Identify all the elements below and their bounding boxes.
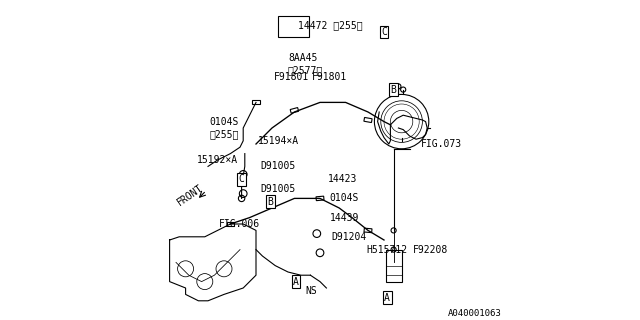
Text: B: B: [268, 196, 273, 207]
Text: D91005: D91005: [261, 161, 296, 172]
Text: 14423: 14423: [328, 174, 357, 184]
Text: 8AA45
〈2577〉: 8AA45 〈2577〉: [288, 53, 323, 75]
Bar: [227, 222, 234, 226]
Text: D91204: D91204: [332, 232, 367, 242]
Bar: [252, 100, 260, 104]
Text: F91801: F91801: [274, 72, 309, 82]
Text: A: A: [384, 292, 390, 303]
Text: 0104S: 0104S: [330, 193, 359, 204]
Text: 14439: 14439: [330, 212, 359, 223]
Text: FIG.006: FIG.006: [219, 219, 260, 229]
Text: F92208: F92208: [413, 244, 448, 255]
Text: D91005: D91005: [261, 184, 296, 194]
Text: 15192×A: 15192×A: [197, 155, 238, 165]
Text: A040001063: A040001063: [448, 309, 502, 318]
Text: 14472 〈255〉: 14472 〈255〉: [298, 20, 362, 31]
Bar: [364, 228, 372, 233]
Text: FRONT: FRONT: [175, 183, 205, 208]
Bar: [278, 16, 308, 37]
Text: H515712: H515712: [366, 244, 408, 255]
Text: 0104S
〈255〉: 0104S 〈255〉: [210, 117, 239, 139]
Text: B: B: [390, 84, 397, 95]
Bar: [364, 117, 372, 123]
Text: C: C: [239, 174, 244, 184]
Bar: [290, 108, 299, 113]
Text: C: C: [381, 27, 387, 37]
Text: FIG.073: FIG.073: [421, 139, 462, 149]
Text: F91801: F91801: [312, 72, 348, 82]
Text: NS: NS: [306, 286, 317, 296]
Text: A: A: [293, 276, 299, 287]
Bar: [316, 196, 324, 201]
Text: 15194×A: 15194×A: [258, 136, 299, 146]
Bar: [385, 250, 402, 282]
